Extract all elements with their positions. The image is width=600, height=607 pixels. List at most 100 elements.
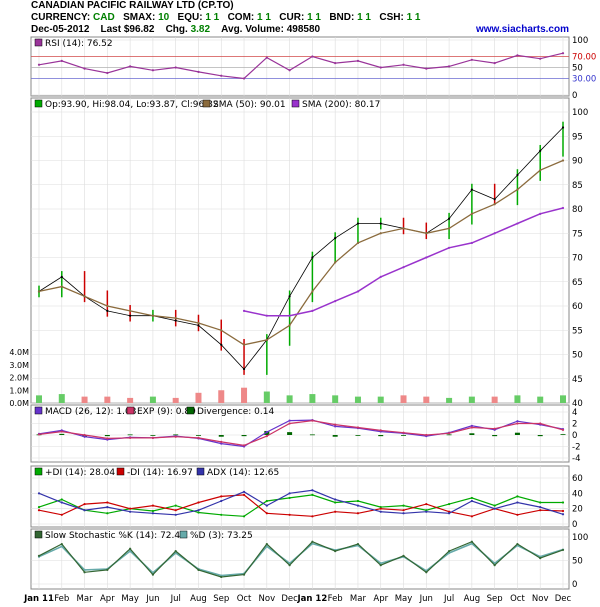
y-tick-label: 70.00 (572, 53, 596, 63)
exp-line-point (174, 435, 177, 438)
y-tick-label: 50 (572, 557, 583, 567)
stochk-line-point (37, 554, 41, 557)
stochk-line-point (334, 550, 337, 553)
sma50-line-point (151, 314, 155, 317)
rsi-legend-swatch (34, 38, 43, 47)
volume-bar (332, 395, 339, 403)
divergence-bar (378, 435, 384, 437)
pdi-line-point (447, 502, 451, 506)
divergence-bar (287, 432, 293, 435)
stochk-line-point (493, 564, 496, 567)
rsi-line-point (37, 63, 41, 66)
volume-bar (537, 396, 544, 403)
divergence-bar (104, 435, 110, 437)
volume-bar (149, 396, 156, 403)
price-close-line-point (470, 188, 473, 191)
mdi-line-point (311, 515, 314, 518)
x-tick-label: Aug (464, 594, 481, 604)
stochk-line-point (151, 573, 155, 576)
sma200-line-point (470, 241, 473, 245)
sma50-line-point (242, 343, 246, 346)
rsi-line-point (220, 74, 223, 77)
sma50-line-point (288, 324, 291, 327)
volume-tick-label: 2.0M (9, 374, 29, 383)
mdi-legend-text: -DI (14): 16.97 (127, 468, 193, 478)
mdi-line-point (561, 509, 565, 513)
stochk-line-point (60, 542, 63, 546)
last-label: Last (100, 24, 122, 35)
volume-bar (377, 396, 384, 403)
exp-line-point (356, 426, 360, 429)
mdi-line-point (539, 509, 542, 512)
x-tick-label: Aug (190, 594, 207, 604)
pdi-line-point (539, 501, 542, 504)
volume-bar (36, 395, 42, 403)
y-tick-label: 90 (572, 157, 583, 167)
pdi-line-point (356, 499, 360, 503)
mdi-line-point (516, 513, 519, 516)
sma200-line-point (288, 314, 291, 317)
y-tick-label: 70 (572, 254, 583, 264)
y-tick-label: 0 (572, 431, 577, 441)
y-tick-label: 40 (572, 489, 583, 499)
volume-tick-label: 4.0M (9, 348, 29, 357)
rsi-line-point (311, 55, 314, 58)
macd-panel-frame (30, 404, 570, 463)
smax-value: 10 (158, 12, 170, 23)
pdi-line-point (425, 509, 428, 512)
website-link[interactable]: www.siacharts.com (476, 24, 569, 35)
stochd-line (38, 542, 564, 577)
rsi-line-point (265, 56, 268, 59)
x-axis-labels: Jan 11 Feb Mar Apr May Jun Jul Aug Sep Oct Nov Dec J… (23, 594, 571, 604)
stochd-line-point (265, 545, 268, 548)
price-close-line-point (379, 222, 382, 225)
divergence-bar (309, 434, 315, 436)
price-close-line-point (288, 295, 291, 298)
exp-legend-swatch (126, 406, 135, 415)
macd-line-point (83, 435, 86, 438)
sma200-line-point (356, 290, 360, 293)
rsi-line-point (60, 59, 63, 63)
stochk-line-point (356, 542, 360, 546)
adx-line-point (37, 492, 41, 495)
stochk-line-point (311, 540, 314, 543)
y-tick-label: 0 (572, 580, 577, 590)
sma50-line-point (334, 261, 337, 264)
sma50-line-point (425, 232, 428, 235)
avgvol-value: 498580 (286, 24, 321, 35)
y-tick-label: 2 (572, 420, 577, 430)
x-tick-label: Mar (350, 594, 367, 604)
y-tick-label: 80 (572, 205, 583, 215)
rsi-legend-text: RSI (14): 76.52 (45, 39, 113, 49)
adx-line-point (493, 507, 496, 510)
pdi-line-point (516, 495, 519, 498)
adx-line-point (174, 513, 177, 516)
price-close-line-point (197, 324, 200, 327)
mdi-line-point (425, 502, 428, 506)
sma50-line-point (106, 304, 109, 308)
exp-line-point (402, 431, 405, 434)
macd-legend-text: MACD (26, 12): 1.03 (45, 407, 136, 417)
sma200-legend-text: SMA (200): 80.17 (302, 100, 380, 110)
rsi-line-point (402, 63, 405, 66)
quote-date: Dec-05-2012 (31, 24, 90, 35)
exp-line-point (151, 436, 155, 439)
rsi-line-point (539, 57, 542, 60)
mdi-line-point (174, 509, 177, 512)
price-close-line-point (561, 126, 565, 129)
divergence-bar (195, 435, 201, 436)
currency-value: CAD (93, 12, 115, 23)
equ-value: 1 1 (205, 12, 220, 23)
x-tick-label: May (395, 594, 413, 604)
mdi-line-point (334, 510, 337, 513)
ohlc-legend-swatch (34, 99, 43, 108)
pdi-line-point (402, 504, 405, 507)
volume-bar (286, 395, 293, 403)
pdi-line-point (220, 513, 223, 516)
divergence-bar (492, 435, 498, 437)
sma200-line-point (447, 246, 451, 249)
currency-label: CURRENCY: (31, 12, 91, 23)
stochd-line-point (129, 550, 132, 553)
exp-line-point (493, 427, 496, 430)
adx-line-point (402, 512, 405, 515)
